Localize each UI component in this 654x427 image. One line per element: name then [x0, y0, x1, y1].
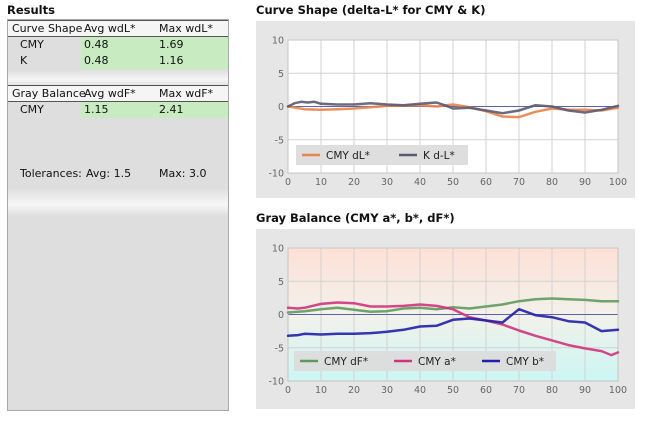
series-line-cmy-df	[286, 297, 620, 314]
x-tick-label: 100	[609, 385, 627, 396]
x-tick-label: 0	[285, 385, 291, 396]
series-line-k-d-l	[286, 100, 620, 115]
gray-balance-header-avg: Avg wdF*	[84, 87, 136, 100]
curve-shape-header-label: Curve Shape	[12, 22, 83, 35]
x-tick-label: 80	[546, 385, 558, 396]
legend-box	[294, 351, 556, 371]
gray-row-avg: 1.15	[84, 103, 109, 116]
x-tick-label: 0	[285, 177, 291, 188]
gray-row-label: CMY	[20, 103, 44, 116]
x-tick-label: 20	[348, 177, 360, 188]
table-row: CMY 0.48 1.69	[8, 37, 228, 54]
results-title: Results	[7, 3, 55, 17]
curve-row-label: K	[20, 54, 28, 67]
y-tick-label: 0	[278, 102, 284, 113]
tolerances-max: Max: 3.0	[159, 167, 207, 180]
x-tick-label: 40	[414, 177, 426, 188]
x-tick-label: 60	[480, 177, 492, 188]
curve-shape-header-max: Max wdL*	[159, 22, 213, 35]
curve-shape-header: Curve Shape Avg wdL* Max wdL*	[8, 20, 228, 37]
x-tick-label: 70	[513, 385, 525, 396]
y-tick-label: 0	[278, 310, 284, 321]
x-tick-label: 80	[546, 177, 558, 188]
divider-band	[8, 188, 228, 216]
gray-balance-header: Gray Balance Avg wdF* Max wdF*	[8, 85, 228, 102]
gray-balance-header-max: Max wdF*	[159, 87, 214, 100]
x-tick-label: 10	[315, 177, 327, 188]
x-tick-label: 90	[579, 385, 591, 396]
tolerances-label: Tolerances:	[20, 167, 82, 180]
legend-label-cmy-a: CMY a*	[418, 356, 456, 368]
x-tick-label: 40	[414, 385, 426, 396]
y-tick-label: 5	[278, 69, 284, 80]
gray-balance-chart: 0 10 20 30 40 50 60 70 80 90 100 10 5 0 -5 -10 CMY dF* CM…	[256, 229, 635, 409]
y-tick-label: -10	[268, 377, 284, 388]
gray-balance-chart-title: Gray Balance (CMY a*, b*, dF*)	[256, 211, 455, 225]
curve-row-label: CMY	[20, 38, 44, 51]
x-tick-label: 90	[579, 177, 591, 188]
x-tick-label: 10	[315, 385, 327, 396]
legend-label-k-d-l: K d-L*	[423, 150, 455, 162]
legend-label-cmy-df: CMY dF*	[324, 356, 368, 368]
curve-shape-chart: 0 10 20 30 40 50 60 70 80 90 100 10 5 0 -5 -10 CMY dL* K …	[256, 21, 635, 198]
divider-band	[8, 70, 228, 86]
y-tick-label: -5	[275, 343, 284, 354]
plot-border	[287, 247, 619, 382]
gray-balance-header-label: Gray Balance	[12, 87, 86, 100]
x-tick-label: 30	[381, 385, 393, 396]
gray-row-max: 2.41	[159, 103, 184, 116]
y-tick-label: 5	[278, 277, 284, 288]
results-panel: Curve Shape Avg wdL* Max wdL* CMY 0.48 1…	[7, 19, 229, 411]
legend-label-cmy-b: CMY b*	[506, 356, 544, 368]
x-tick-label: 30	[381, 177, 393, 188]
tolerances-avg: Avg: 1.5	[86, 167, 132, 180]
x-tick-label: 50	[447, 385, 459, 396]
curve-row-avg: 0.48	[84, 54, 109, 67]
x-tick-label: 100	[609, 177, 627, 188]
curve-shape-chart-title: Curve Shape (delta-L* for CMY & K)	[256, 3, 486, 17]
table-row: CMY 1.15 2.41	[8, 102, 228, 119]
y-tick-label: 10	[272, 36, 284, 47]
x-tick-label: 50	[447, 177, 459, 188]
curve-row-max: 1.69	[159, 38, 184, 51]
x-tick-label: 60	[480, 385, 492, 396]
x-tick-label: 70	[513, 177, 525, 188]
x-tick-label: 20	[348, 385, 360, 396]
curve-shape-header-avg: Avg wdL*	[84, 22, 136, 35]
legend-box	[296, 145, 468, 165]
table-row: K 0.48 1.16	[8, 53, 228, 70]
series-line-cmy-b	[286, 307, 620, 338]
y-tick-label: 10	[272, 244, 284, 255]
series-line-cmy-a	[286, 301, 620, 357]
y-tick-label: -5	[275, 135, 284, 146]
legend-label-cmy-dl: CMY dL*	[326, 150, 370, 162]
curve-row-avg: 0.48	[84, 38, 109, 51]
y-tick-label: -10	[268, 169, 284, 180]
curve-row-max: 1.16	[159, 54, 184, 67]
